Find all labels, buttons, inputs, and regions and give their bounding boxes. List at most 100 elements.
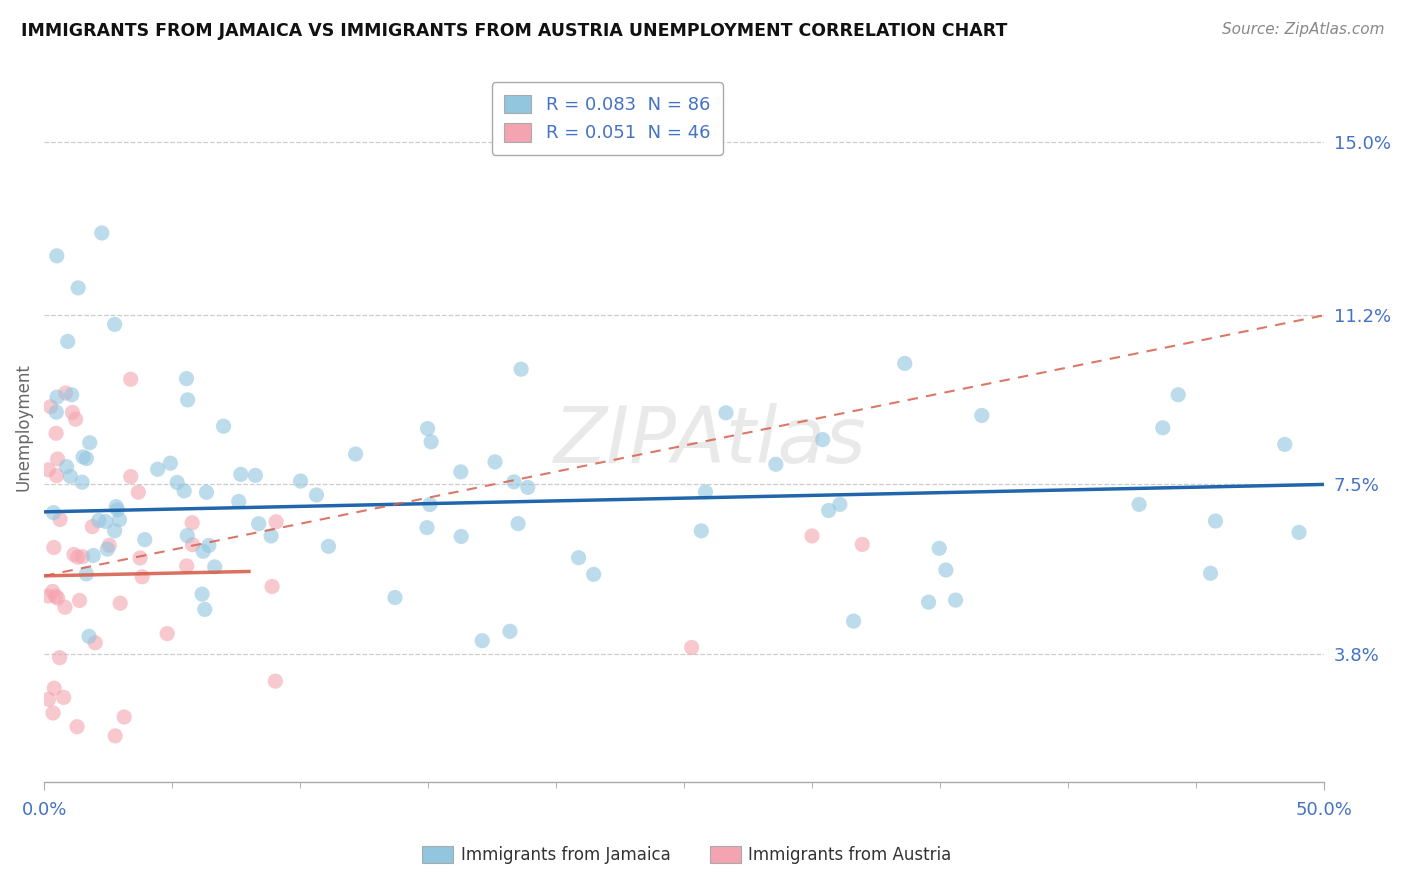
- Point: [39, 400, 62, 414]
- Point: [264, 515, 287, 529]
- Text: Source: ZipAtlas.com: Source: ZipAtlas.com: [1222, 22, 1385, 37]
- Point: [344, 447, 367, 461]
- Point: [416, 521, 439, 535]
- Point: [120, 372, 142, 386]
- Point: [146, 462, 169, 476]
- Point: [181, 516, 204, 530]
- Point: [46, 591, 69, 605]
- Point: [84, 636, 107, 650]
- Point: [568, 550, 591, 565]
- Point: [90, 226, 112, 240]
- Point: [176, 528, 198, 542]
- Point: [44, 681, 66, 696]
- Point: [96, 542, 118, 557]
- Point: [176, 392, 198, 407]
- Point: [42, 541, 65, 555]
- Point: [506, 516, 529, 531]
- Point: [516, 480, 538, 494]
- Text: IMMIGRANTS FROM JAMAICA VS IMMIGRANTS FROM AUSTRIA UNEMPLOYMENT CORRELATION CHAR: IMMIGRANTS FROM JAMAICA VS IMMIGRANTS FR…: [21, 22, 1008, 40]
- Point: [503, 475, 526, 489]
- Point: [52, 690, 75, 705]
- Point: [104, 524, 127, 538]
- Point: [134, 533, 156, 547]
- Point: [1204, 514, 1226, 528]
- Point: [935, 563, 957, 577]
- Point: [1128, 497, 1150, 511]
- Point: [45, 249, 67, 263]
- Point: [765, 458, 787, 472]
- Point: [245, 468, 267, 483]
- Point: [714, 406, 737, 420]
- Point: [851, 537, 873, 551]
- Point: [56, 334, 79, 349]
- Point: [87, 513, 110, 527]
- Point: [499, 624, 522, 639]
- Point: [82, 549, 104, 563]
- Point: [65, 412, 87, 426]
- Point: [66, 550, 89, 565]
- Point: [262, 580, 284, 594]
- Point: [1274, 437, 1296, 451]
- Point: [471, 633, 494, 648]
- Point: [131, 570, 153, 584]
- Point: [75, 451, 97, 466]
- Point: [159, 456, 181, 470]
- Point: [45, 426, 67, 441]
- Point: [46, 390, 69, 404]
- Point: [37, 589, 59, 603]
- Point: [63, 548, 86, 562]
- Point: [195, 485, 218, 500]
- Point: [695, 485, 717, 500]
- Point: [55, 386, 77, 401]
- Point: [419, 498, 441, 512]
- Text: Immigrants from Jamaica: Immigrants from Jamaica: [461, 846, 671, 863]
- Point: [229, 467, 252, 482]
- Point: [801, 529, 824, 543]
- Point: [79, 435, 101, 450]
- Point: [66, 720, 89, 734]
- Point: [77, 629, 100, 643]
- Point: [945, 593, 967, 607]
- Point: [94, 515, 117, 529]
- Point: [75, 566, 97, 581]
- Point: [828, 497, 851, 511]
- Point: [450, 465, 472, 479]
- Point: [290, 474, 312, 488]
- Point: [60, 388, 83, 402]
- Point: [817, 503, 839, 517]
- Point: [127, 485, 149, 500]
- Point: [104, 318, 127, 332]
- Point: [450, 529, 472, 543]
- Point: [166, 475, 188, 490]
- Point: [120, 469, 142, 483]
- Point: [582, 567, 605, 582]
- Point: [416, 421, 439, 435]
- Point: [247, 516, 270, 531]
- Point: [198, 538, 221, 552]
- Point: [212, 419, 235, 434]
- Point: [1152, 421, 1174, 435]
- Point: [55, 459, 77, 474]
- Point: [53, 600, 76, 615]
- Point: [1199, 566, 1222, 581]
- Point: [46, 452, 69, 467]
- Point: [45, 405, 67, 419]
- Point: [67, 281, 90, 295]
- Point: [204, 559, 226, 574]
- Point: [49, 512, 72, 526]
- Point: [173, 483, 195, 498]
- Point: [510, 362, 533, 376]
- Legend: R = 0.083  N = 86, R = 0.051  N = 46: R = 0.083 N = 86, R = 0.051 N = 46: [492, 82, 723, 155]
- Point: [105, 500, 128, 514]
- Point: [48, 650, 70, 665]
- Text: Immigrants from Austria: Immigrants from Austria: [748, 846, 952, 863]
- Point: [69, 593, 91, 607]
- Y-axis label: Unemployment: Unemployment: [15, 363, 32, 491]
- Point: [681, 640, 703, 655]
- Point: [264, 674, 287, 689]
- Point: [970, 409, 993, 423]
- Point: [228, 494, 250, 508]
- Point: [60, 405, 83, 419]
- Point: [112, 710, 135, 724]
- Point: [811, 433, 834, 447]
